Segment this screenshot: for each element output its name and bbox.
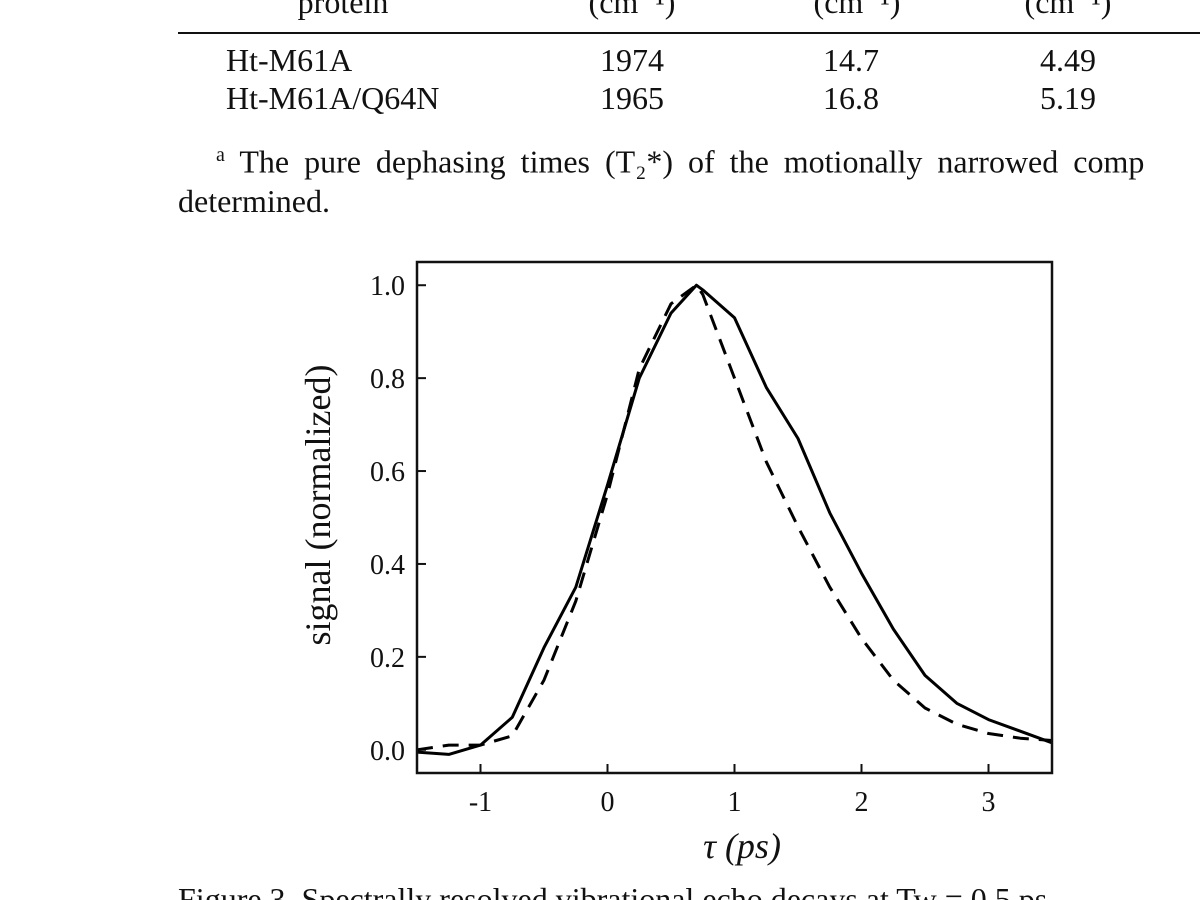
table-cell: Ht-M61A/Q64N — [226, 80, 440, 116]
y-tick-label: 0.0 — [370, 736, 405, 767]
table-rule — [178, 32, 1200, 34]
y-tick-label: 1.0 — [370, 271, 405, 302]
data-line — [416, 283, 1053, 752]
x-axis-label: τ (ps) — [703, 826, 781, 866]
table-header: protein — [297, 0, 389, 20]
footnote: a The pure dephasing times (T₂*) of the … — [216, 145, 1144, 178]
x-tick-label: 2 — [855, 787, 869, 818]
table-cell: Ht-M61A — [226, 42, 353, 78]
table-cell: 14.7 — [823, 42, 879, 78]
footnote-line: determined. — [178, 183, 330, 219]
table-header: (cm⁻¹) — [588, 0, 676, 20]
plot-frame — [415, 260, 1054, 775]
table-header: (cm⁻¹) — [813, 0, 901, 20]
x-tick-label: 1 — [728, 787, 742, 818]
table-header: (cm⁻¹) — [1024, 0, 1112, 20]
footnote-marker: a — [216, 144, 225, 166]
figure-caption: Figure 3. Spectrally resolved vibrationa… — [178, 881, 1048, 900]
data-line — [416, 283, 1053, 756]
table-cell: 16.8 — [823, 80, 879, 116]
y-tick-label: 0.8 — [370, 364, 405, 395]
x-tick-label: 3 — [982, 787, 996, 818]
table-cell: 5.19 — [1040, 80, 1096, 116]
x-tick-label: 0 — [601, 787, 615, 818]
y-tick-label: 0.2 — [370, 643, 405, 674]
footnote-line: The pure dephasing times (T₂*) of the mo… — [239, 143, 1145, 180]
y-tick-label: 0.6 — [370, 457, 405, 488]
table-cell: 4.49 — [1040, 42, 1096, 78]
table-cell: 1974 — [600, 42, 664, 78]
table-cell: 1965 — [600, 80, 664, 116]
y-tick-label: 0.4 — [370, 550, 405, 581]
x-tick-label: -1 — [469, 787, 492, 818]
y-axis-label: signal (normalized) — [298, 365, 338, 646]
